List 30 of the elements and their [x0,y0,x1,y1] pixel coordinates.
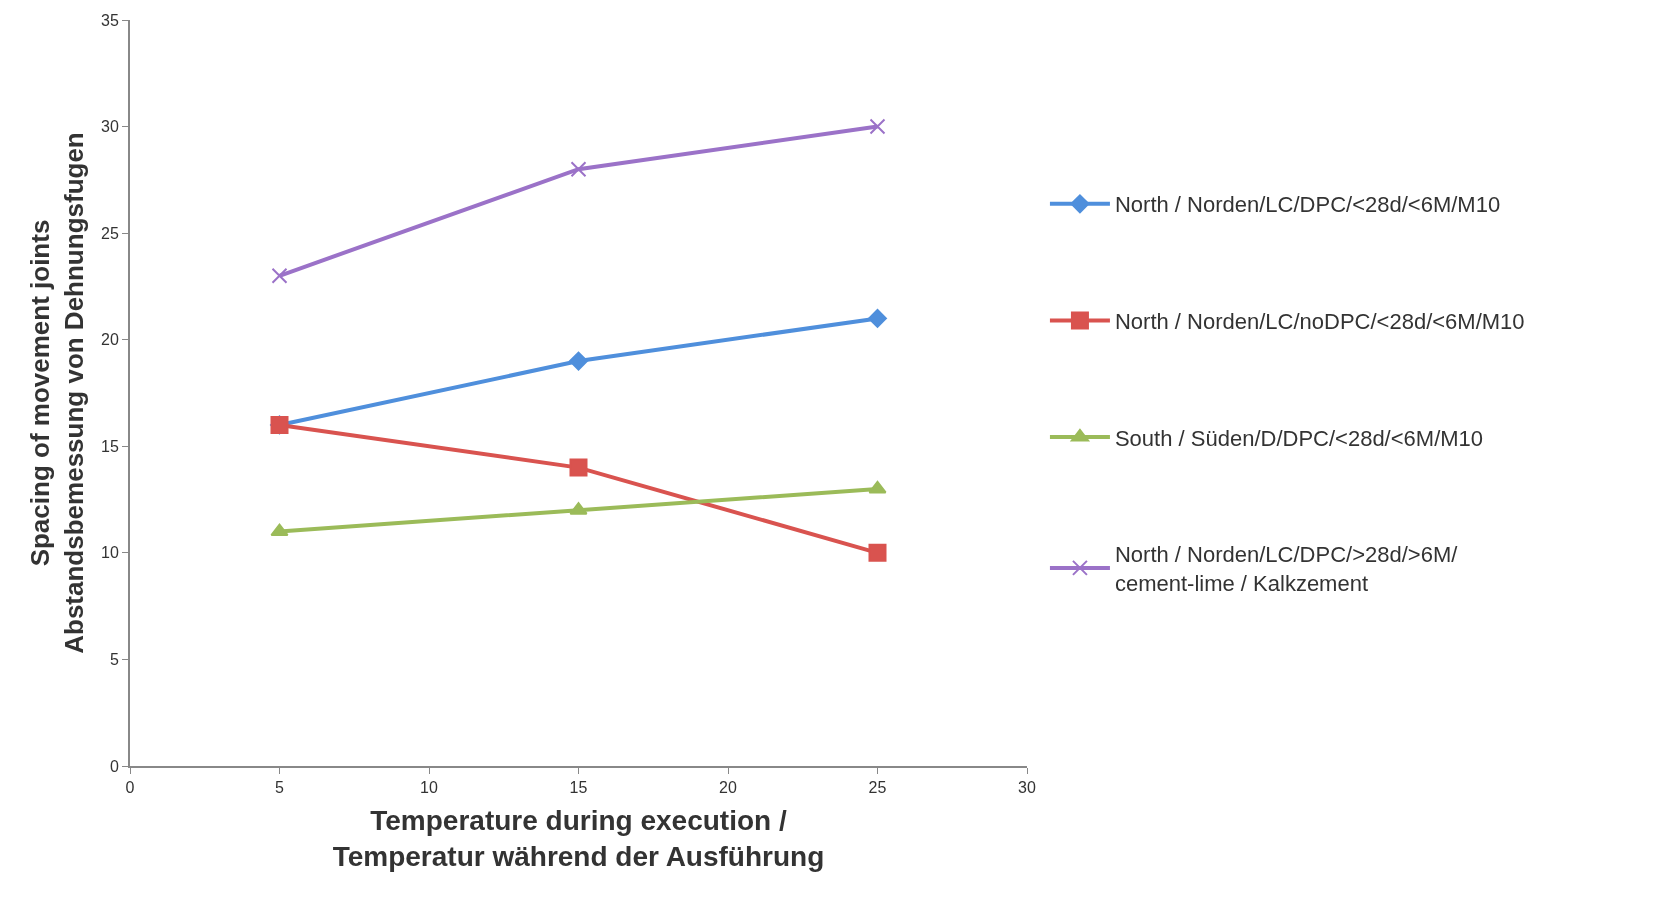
legend-label: North / Norden/LC/DPC/>28d/>6M/ cement-lime / Kalkzement [1114,542,1459,596]
x-axis-title: Temperature during execution / Temperatur während der Ausführung [332,804,825,873]
x-tick-label: 10 [420,779,438,797]
y-tick-label: 5 [109,651,119,669]
point [570,161,587,178]
y-tick-label: 35 [101,11,119,29]
y-tick-label: 0 [109,757,119,775]
x-tick-label: 30 [1018,779,1036,797]
x-tick-label: 0 [125,779,135,797]
x-tick-label: 15 [569,779,588,797]
legend-label: North / Norden/LC/noDPC/<28d/<6M/M10 [1114,308,1525,334]
y-tick-label: 30 [101,118,119,136]
legend-label: North / Norden/LC/DPC/<28d/<6M/M10 [1114,192,1501,218]
point [271,267,288,284]
x-tick-label: 25 [868,779,887,797]
legend-label: South / Süden/D/DPC/<28d/<6M/M10 [1114,425,1484,451]
y-tick-label: 10 [101,544,119,562]
y-axis-title: Spacing of movement joints Abstandsbemessung von Dehnungsfugen [25,132,89,654]
y-tick-label: 15 [101,437,119,455]
point [270,523,289,537]
y-tick-label: 20 [101,331,119,349]
x-tick-label: 20 [719,779,737,797]
point [868,543,887,562]
point [869,118,886,135]
point [569,351,588,371]
y-tick-label: 25 [101,224,119,242]
point [868,480,887,494]
x-tick-label: 5 [275,779,285,797]
point [569,458,588,477]
point [868,308,887,328]
